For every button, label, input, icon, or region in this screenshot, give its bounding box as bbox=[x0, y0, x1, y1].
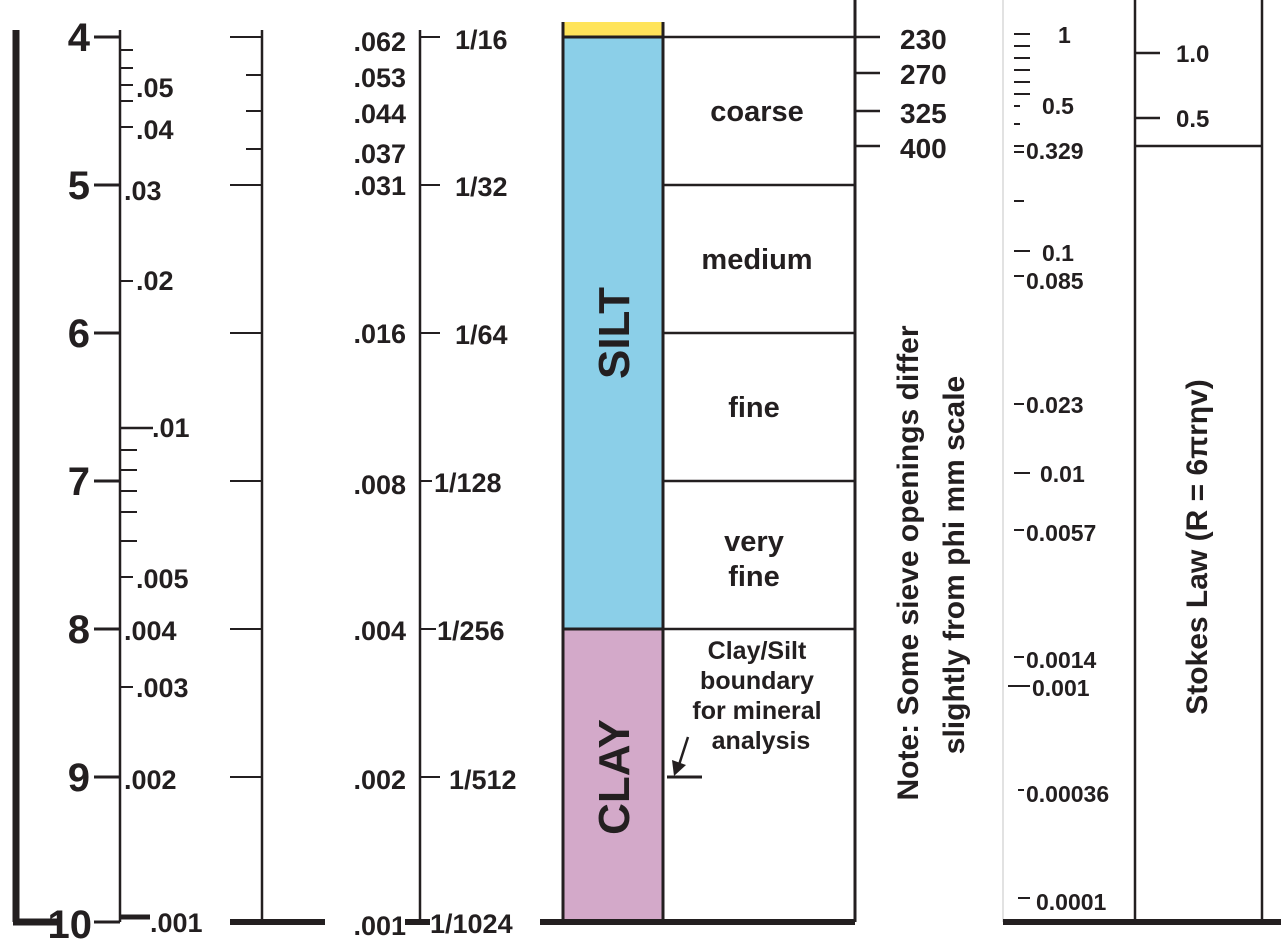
mm-decimal-label: .001 bbox=[353, 911, 406, 941]
mm-decimal-label: .004 bbox=[353, 616, 406, 646]
clay-silt-boundary-note: Clay/Silt bbox=[708, 637, 807, 665]
mm-fraction-label: 1/1024 bbox=[430, 909, 513, 939]
sand-band bbox=[563, 22, 663, 37]
silt-subclass-column: coarse medium fine very fine Clay/Silt b… bbox=[663, 0, 857, 925]
mm-fraction-label: 1/16 bbox=[455, 25, 508, 55]
stokes-upper-label: 0.5 bbox=[1176, 106, 1209, 133]
sieve-note: Note: Some sieve openings differ bbox=[892, 325, 925, 800]
mm-fine-label: .02 bbox=[136, 266, 174, 296]
mm-fine-label: .01 bbox=[152, 413, 190, 443]
mm-decimal-label: .016 bbox=[353, 319, 406, 349]
mm-fine-label: .005 bbox=[136, 564, 189, 594]
size-class-column: SILT CLAY bbox=[540, 22, 665, 925]
mm-fine-label: .001 bbox=[150, 908, 203, 938]
settling-velocity-column: 1 0.5 0.329 0.1 0.085 0.023 0.01 0.0057 … bbox=[1002, 0, 1135, 925]
sieve-label: 270 bbox=[900, 59, 947, 90]
sieve-label: 230 bbox=[900, 24, 947, 55]
mm-fine-label: .03 bbox=[124, 176, 162, 206]
silt-fine-label: fine bbox=[728, 392, 780, 424]
phi-label: 6 bbox=[68, 312, 90, 356]
stokes-law-label: Stokes Law (R = 6πrηv) bbox=[1181, 379, 1214, 715]
mm-fraction-label: 1/512 bbox=[449, 765, 517, 795]
clay-silt-boundary-note: for mineral bbox=[692, 697, 821, 725]
mm-decimal-label: .002 bbox=[353, 765, 406, 795]
mm-fraction-label: 1/128 bbox=[434, 468, 502, 498]
mm-decimal-label: .008 bbox=[353, 470, 406, 500]
phi-label: 9 bbox=[68, 756, 90, 800]
sieve-label: 325 bbox=[900, 98, 947, 129]
mm-fine-label: .04 bbox=[136, 115, 174, 145]
stokes-column: 1.0 0.5 Stokes Law (R = 6πrηv) bbox=[1133, 0, 1281, 925]
mm-fine-label: .004 bbox=[124, 616, 177, 646]
mm-fraction-scale: 1/16 1/32 1/64 1/128 1/256 1/512 1/1024 bbox=[405, 25, 517, 939]
clay-band bbox=[563, 629, 663, 922]
silt-band bbox=[563, 37, 663, 629]
stokes-upper-label: 1.0 bbox=[1176, 41, 1209, 68]
silt-label: SILT bbox=[590, 287, 639, 379]
mm-fine-label: .003 bbox=[136, 673, 189, 703]
sieve-size-column: 230 270 325 400 Note: Some sieve opening… bbox=[855, 24, 971, 801]
settling-velocity-label: 0.0001 bbox=[1036, 889, 1107, 915]
silt-very-fine-label: very bbox=[724, 526, 784, 558]
mm-decimal-label: .044 bbox=[353, 99, 406, 129]
clay-silt-boundary-note: boundary bbox=[700, 667, 814, 695]
mm-fraction-label: 1/32 bbox=[455, 172, 508, 202]
settling-velocity-label: 0.01 bbox=[1040, 461, 1085, 487]
mm-decimal-scale: .062 .053 .044 .037 .031 .016 .008 .004 … bbox=[230, 27, 406, 941]
settling-velocity-label: 0.085 bbox=[1026, 268, 1084, 294]
silt-medium-label: medium bbox=[701, 244, 812, 276]
settling-velocity-label: 0.0057 bbox=[1026, 520, 1096, 546]
settling-velocity-label: 0.0014 bbox=[1026, 647, 1097, 673]
settling-velocity-label: 0.5 bbox=[1042, 93, 1074, 119]
mm-fine-scale: .05 .04 .03 .02 .01 .005 .004 .003 .002 … bbox=[118, 30, 203, 938]
silt-coarse-label: coarse bbox=[710, 96, 804, 128]
phi-label: 8 bbox=[68, 608, 90, 652]
mm-decimal-label: .031 bbox=[353, 171, 406, 201]
mm-decimal-label: .037 bbox=[353, 139, 406, 169]
phi-scale: 4 5 6 7 8 9 10 bbox=[12, 16, 120, 941]
mm-decimal-label: .053 bbox=[353, 63, 406, 93]
mm-fraction-label: 1/256 bbox=[437, 616, 505, 646]
settling-velocity-label: 0.1 bbox=[1042, 240, 1074, 266]
mm-fine-label: .05 bbox=[136, 73, 174, 103]
settling-velocity-label: 0.001 bbox=[1032, 675, 1090, 701]
clay-silt-boundary-note: analysis bbox=[712, 727, 811, 755]
settling-velocity-label: 1 bbox=[1058, 22, 1071, 48]
phi-label: 4 bbox=[68, 16, 91, 60]
sieve-note: slightly from phi mm scale bbox=[938, 376, 971, 754]
clay-label: CLAY bbox=[590, 719, 639, 835]
mm-decimal-label: .062 bbox=[353, 27, 406, 57]
mm-fraction-label: 1/64 bbox=[455, 320, 508, 350]
phi-label: 7 bbox=[68, 460, 90, 504]
silt-very-fine-label: fine bbox=[728, 561, 780, 593]
phi-label: 10 bbox=[48, 903, 93, 941]
settling-velocity-label: 0.023 bbox=[1026, 392, 1084, 418]
boundary-arrow-icon bbox=[667, 736, 702, 779]
settling-velocity-label: 0.329 bbox=[1026, 138, 1084, 164]
settling-velocity-label: 0.00036 bbox=[1026, 781, 1109, 807]
mm-fine-label: .002 bbox=[124, 765, 177, 795]
phi-label: 5 bbox=[68, 164, 90, 208]
sieve-label: 400 bbox=[900, 133, 947, 164]
